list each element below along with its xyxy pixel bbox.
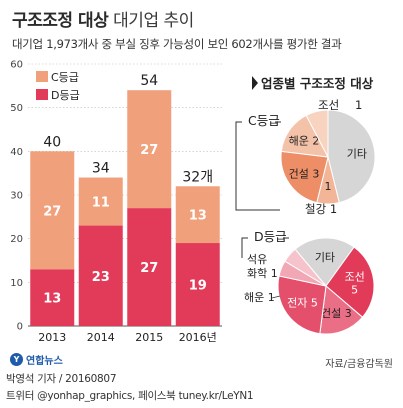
y-tick-label: 50	[10, 103, 23, 114]
pie-slice-value: 5	[351, 284, 358, 297]
leader-line	[271, 295, 281, 299]
pie-slice-label: 해운 2	[289, 133, 320, 147]
bracket-line	[241, 237, 248, 258]
y-tick-label: 0	[17, 322, 23, 333]
y-tick-label: 60	[10, 60, 23, 71]
bar-segment	[175, 186, 220, 244]
segment-value-label: 11	[92, 196, 110, 211]
bar-segment	[127, 208, 172, 326]
legend-label: D등급	[51, 89, 80, 102]
pie-slice	[284, 248, 327, 287]
pie-slice-label: 전자 5	[287, 297, 318, 310]
source-note: 자료/금융감독원	[325, 359, 393, 370]
bar-segment	[78, 225, 123, 326]
pie-slice-label: 조선	[344, 271, 364, 284]
publisher-logo: Y 연합뉴스	[10, 352, 63, 367]
pie-outside-label: 석유	[247, 253, 267, 266]
x-tick-label: 2016년	[179, 331, 217, 344]
pie-section-heading: 업종별 구조조정 대상	[261, 76, 374, 91]
bar-total-label: 40	[43, 134, 61, 150]
y-tick-label: 10	[10, 278, 23, 289]
credit-line-2: 트위터 @yonhap_graphics, 페이스북 tuney.kr/LeYN…	[6, 390, 254, 402]
pie-outside-label: 조선	[318, 98, 339, 112]
x-tick-label: 2014	[87, 331, 115, 344]
bar-segment	[30, 269, 75, 326]
logo-text: 연합뉴스	[26, 356, 63, 367]
bar-total-label: 54	[140, 73, 158, 89]
y-tick-label: 20	[10, 234, 23, 245]
pie-slice-label: 기타	[347, 147, 367, 160]
pie-slice	[325, 246, 375, 318]
segment-value-label: 27	[43, 204, 61, 219]
pie-slice	[305, 109, 329, 158]
title-bold: 구조조정 대상	[12, 11, 109, 31]
bar-segment	[175, 243, 220, 326]
segment-value-label: 13	[43, 292, 61, 307]
pie-outside-label: 1	[355, 98, 362, 112]
pie-slice-label: 건설 3	[321, 307, 352, 320]
page-title: 구조조정 대상 대기업 추이	[12, 6, 194, 31]
heading-arrow-icon	[252, 76, 258, 90]
pie-slice	[294, 237, 355, 287]
segment-value-label: 23	[92, 270, 110, 285]
legend-swatch	[36, 71, 48, 82]
bracket-line	[235, 121, 280, 211]
bar-segment	[78, 177, 123, 226]
pie-slice	[280, 150, 329, 204]
bar-segment	[127, 90, 172, 209]
pie-outside-label: 화학 1	[247, 267, 278, 280]
x-tick-label: 2013	[38, 331, 66, 344]
bar-total-label: 32개	[182, 169, 213, 185]
segment-value-label: 13	[189, 209, 207, 224]
pie-slice-label: 1	[325, 180, 332, 193]
x-tick-label: 2015	[135, 331, 163, 344]
pie-slice	[277, 275, 327, 335]
y-tick-label: 40	[10, 147, 23, 158]
credit-line-1: 박영석 기자 / 20160807	[6, 373, 117, 385]
legend-label: C등급	[51, 71, 79, 84]
legend-swatch	[36, 89, 48, 100]
pie-slice	[319, 285, 364, 335]
subtitle: 대기업 1,973개사 중 부실 징후 가능성이 보인 602개사를 평가한 결…	[12, 37, 342, 51]
yonhap-logo-icon: Y	[10, 353, 23, 366]
pie-outside-label: 해운 1	[244, 290, 275, 304]
bar-total-label: 34	[92, 161, 110, 177]
pie-slice-label: 건설 3	[289, 168, 320, 181]
bar-segment	[30, 151, 75, 270]
pie-group-label: C등급	[248, 113, 280, 128]
title-rest: 대기업 추이	[113, 11, 194, 31]
pie-group-label: D등급	[254, 229, 287, 244]
segment-value-label: 27	[140, 143, 158, 158]
segment-value-label: 19	[189, 279, 207, 294]
y-tick-label: 30	[10, 191, 23, 202]
pie-slice-label: 기타	[315, 251, 335, 264]
pie-outside-label: 철강 1	[305, 202, 337, 216]
segment-value-label: 27	[140, 261, 158, 276]
pie-slice	[327, 109, 376, 204]
